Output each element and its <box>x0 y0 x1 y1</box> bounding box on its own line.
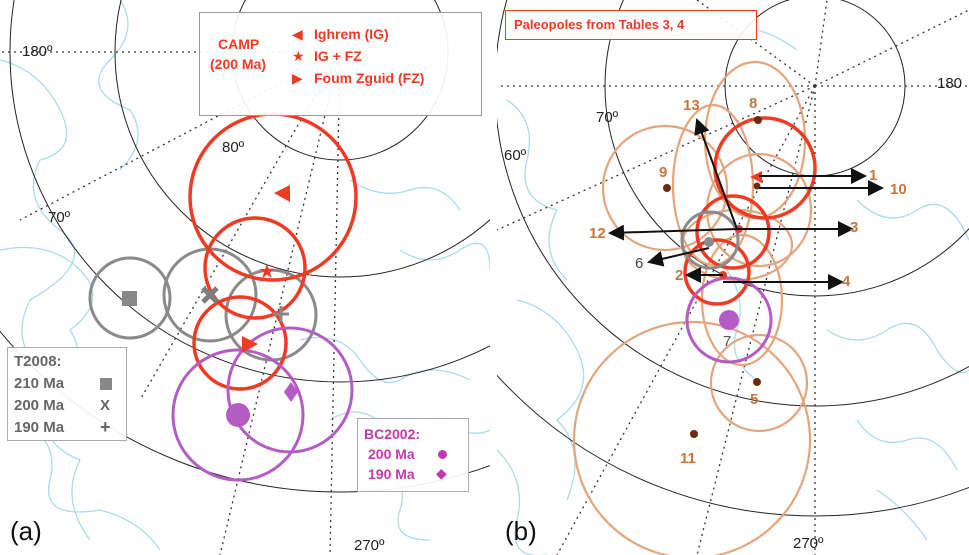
bc2002-legend-entry-190: 190 Ma <box>368 466 415 482</box>
camp-legend-title: CAMP <box>218 36 260 52</box>
bc2002-legend-title: BC2002: <box>364 426 421 442</box>
pole-number-9: 9 <box>659 164 668 181</box>
pole-number-2: 2 <box>675 267 684 284</box>
grid-label-lat70-b: 70º <box>596 109 619 126</box>
camp-legend-left-triangle-icon: ◀ <box>292 26 303 42</box>
panel-b-title: Paleopoles from Tables 3, 4 <box>514 17 685 32</box>
grid-label-270: 270º <box>354 537 385 554</box>
plus-icon: + <box>100 417 111 437</box>
pole-number-6: 6 <box>635 255 644 272</box>
t2008-200ma-x-marker <box>201 286 219 304</box>
diamond-icon: ◆ <box>436 465 447 481</box>
panel-b: Paleopoles from Tables 3, 4 70º 60º 180 … <box>497 0 969 555</box>
panel-b-letter: (b) <box>505 516 537 546</box>
foum-zguid-right-triangle-marker <box>242 336 258 353</box>
ig-fz-star-marker: ★ <box>258 259 276 283</box>
camp-legend-right-triangle-icon: ▶ <box>292 70 303 86</box>
t2008-legend-entry-190: 190 Ma <box>14 419 65 436</box>
coastline-lines-b <box>497 19 969 555</box>
bc2002-legend-entry-200: 200 Ma <box>368 446 415 462</box>
ighrem-left-triangle-marker <box>274 185 290 202</box>
camp-legend-star-icon: ★ <box>292 48 305 64</box>
pole-shift-arrows <box>608 118 884 290</box>
bc2002-legend: BC2002: 200 Ma 190 Ma ◆ <box>357 418 469 492</box>
grid-label-lat80: 80º <box>222 139 245 156</box>
panel-b-title-box: Paleopoles from Tables 3, 4 <box>505 10 757 40</box>
panel-a: ★ 180º 80º 70º 270º CAMP (200 Ma) ◀ Ighr… <box>0 0 490 555</box>
grid-label-270-b: 270º <box>793 535 824 552</box>
t2008-legend-entry-200: 200 Ma <box>14 397 65 414</box>
camp-legend-age: (200 Ma) <box>210 56 267 72</box>
camp-legend-entry-ig-fz: IG + FZ <box>314 48 362 64</box>
pole-number-12: 12 <box>589 225 606 242</box>
grid-label-180-b: 180 <box>937 75 963 92</box>
pole-number-4: 4 <box>842 273 851 290</box>
pole-number-1: 1 <box>869 167 878 184</box>
pole-number-10: 10 <box>890 181 907 198</box>
pole-number-8: 8 <box>749 95 758 112</box>
t2008-legend-title: T2008: <box>14 353 62 370</box>
bc2002-dot-b <box>719 310 739 330</box>
pole-number-5: 5 <box>750 391 759 408</box>
grid-label-lat60-b: 60º <box>504 147 527 164</box>
camp-legend: CAMP (200 Ma) ◀ Ighrem (IG) ★ IG + FZ ▶ … <box>199 12 482 116</box>
t2008-210ma-square-marker <box>122 291 137 306</box>
bc2002-confidence-circles <box>171 326 354 482</box>
bc2002-190ma-diamond-marker <box>284 382 298 402</box>
t2008-legend: T2008: 210 Ma 200 Ma X 190 Ma + <box>7 347 127 441</box>
camp-confidence-circles <box>188 112 358 391</box>
bc2002-200ma-dot-marker <box>226 403 250 427</box>
panel-divider <box>490 0 497 555</box>
pole-number-3: 3 <box>850 219 859 236</box>
panel-a-letter: (a) <box>10 516 42 546</box>
grid-label-lat70: 70º <box>48 209 71 226</box>
pole-number-11: 11 <box>680 450 696 467</box>
camp-legend-entry-ighrem: Ighrem (IG) <box>314 26 389 42</box>
dot-icon <box>438 450 447 459</box>
t2008-legend-entry-210: 210 Ma <box>14 375 65 392</box>
panel-b-map <box>497 0 969 555</box>
square-icon <box>100 378 112 390</box>
t2008-circle-b <box>680 210 740 270</box>
grid-label-180: 180º <box>22 43 53 60</box>
t2008-190ma-plus-marker <box>273 306 289 322</box>
pole-number-13: 13 <box>683 97 700 114</box>
camp-legend-entry-foum-zguid: Foum Zguid (FZ) <box>314 70 425 86</box>
x-icon: X <box>100 397 111 414</box>
pole-number-7: 7 <box>723 333 732 350</box>
bc2002-circle-b <box>685 276 773 364</box>
